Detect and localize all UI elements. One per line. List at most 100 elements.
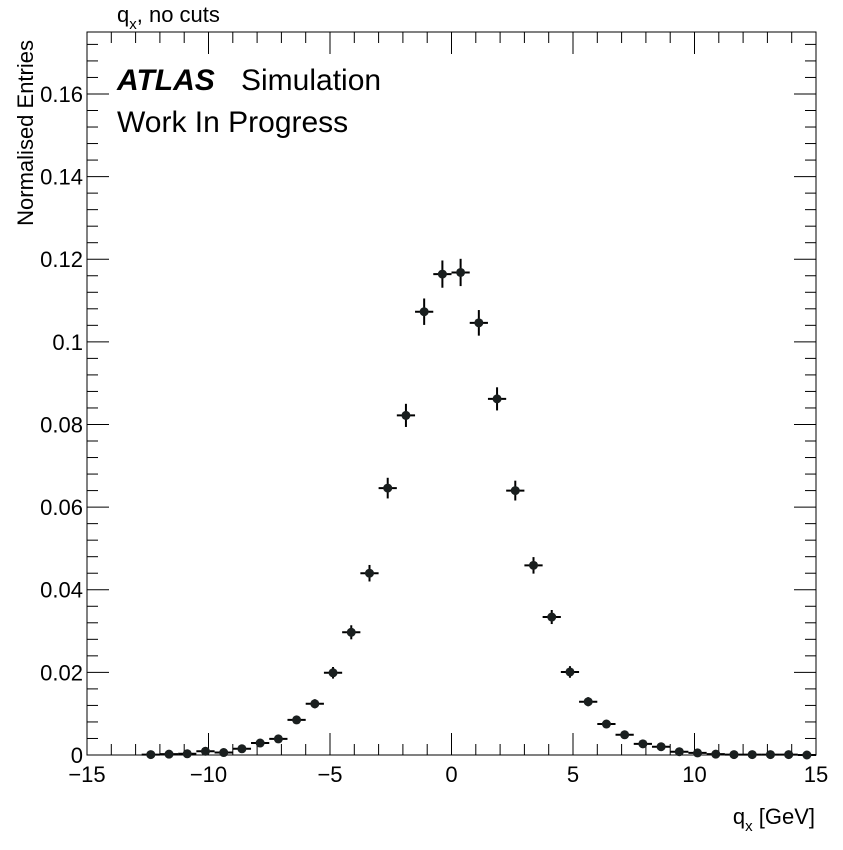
y-tick-label: 0.06	[40, 495, 83, 520]
y-tick-label: 0.08	[40, 412, 83, 437]
marker	[310, 699, 320, 709]
work-in-progress-label: Work In Progress	[117, 106, 348, 139]
marker	[364, 568, 374, 578]
marker	[237, 744, 247, 754]
marker	[255, 738, 265, 748]
y-tick-label: 0.02	[40, 660, 83, 685]
y-axis-title: Normalised Entries	[13, 40, 38, 226]
x-tick-label: 15	[804, 762, 828, 787]
data-point	[724, 750, 744, 760]
x-tick-label: 10	[682, 762, 706, 787]
data-point	[196, 746, 215, 756]
x-tick-label: −5	[317, 762, 342, 787]
marker	[638, 739, 648, 749]
x-tick-label: 5	[567, 762, 579, 787]
marker	[273, 734, 283, 744]
x-axis-title-subscript: x	[745, 818, 753, 835]
marker	[765, 750, 775, 760]
data-point	[706, 749, 725, 759]
plot-title-main: q	[117, 2, 129, 27]
marker	[601, 719, 611, 729]
marker	[510, 486, 520, 496]
marker	[693, 748, 703, 758]
plot-frame	[86, 31, 817, 756]
data-point	[159, 749, 179, 759]
data-point	[743, 750, 762, 760]
x-axis-title-rest: [GeV]	[753, 804, 815, 829]
marker	[383, 483, 393, 493]
data-point	[797, 750, 816, 760]
data-point	[597, 719, 616, 729]
marker	[784, 750, 794, 760]
marker	[747, 750, 757, 760]
y-tick-label: 0.14	[40, 165, 83, 190]
marker	[328, 668, 338, 678]
plot-title-subscript: x	[129, 16, 137, 33]
data-point	[487, 387, 507, 411]
axis-ticks	[86, 32, 817, 756]
data-point	[378, 477, 397, 499]
data-point	[688, 748, 707, 758]
data-point	[141, 750, 160, 760]
data-point	[360, 564, 379, 582]
marker	[419, 307, 429, 317]
marker	[711, 749, 721, 759]
atlas-simulation-label: Simulation	[241, 64, 381, 97]
data-point	[342, 625, 361, 640]
marker	[529, 560, 539, 570]
marker	[620, 730, 630, 740]
marker	[456, 267, 466, 277]
marker	[401, 410, 411, 420]
data-point	[415, 298, 434, 325]
y-tick-label: 0.1	[52, 330, 83, 355]
data-point	[433, 260, 452, 288]
x-axis-title: qx [GeV]	[733, 804, 815, 835]
data-point	[506, 480, 525, 501]
data-point	[633, 739, 652, 749]
marker	[437, 269, 447, 279]
data-point	[524, 557, 543, 574]
marker	[200, 746, 210, 756]
data-point	[542, 609, 561, 625]
data-point	[761, 750, 780, 760]
marker	[182, 749, 192, 759]
y-tick-label: 0.04	[40, 578, 83, 603]
data-point	[560, 666, 580, 678]
marker	[729, 750, 739, 760]
plot-title: qx, no cuts	[117, 2, 220, 33]
data-point	[287, 715, 306, 725]
data-point	[651, 742, 671, 752]
data-point	[396, 403, 416, 427]
marker	[802, 750, 812, 760]
data-point	[779, 750, 798, 760]
axis-tick-labels: −15 −10 −5 0 5 10 15 0 0.02 0.04 0.06 0.08 0.1 0.12 0.…	[40, 82, 828, 787]
data-point	[178, 749, 197, 759]
data-point	[305, 699, 324, 709]
marker	[492, 394, 502, 404]
atlas-label: ATLAS	[116, 64, 215, 97]
data-point	[232, 744, 252, 754]
marker	[219, 748, 229, 758]
data-point	[214, 748, 233, 758]
data-point	[251, 738, 270, 748]
plot-title-rest: , no cuts	[137, 2, 220, 27]
data-points	[141, 258, 816, 760]
y-tick-label: 0.12	[40, 247, 83, 272]
marker	[346, 627, 356, 637]
marker	[674, 747, 684, 757]
marker	[565, 667, 575, 677]
x-tick-label: −15	[68, 762, 105, 787]
data-point	[269, 734, 288, 744]
data-point	[579, 697, 598, 707]
x-axis-title-main: q	[733, 804, 745, 829]
x-tick-label: −10	[190, 762, 227, 787]
marker	[164, 749, 174, 759]
marker	[547, 612, 557, 622]
marker	[474, 318, 484, 328]
marker	[583, 697, 593, 707]
marker	[656, 742, 666, 752]
marker	[292, 715, 302, 725]
data-point	[615, 730, 634, 740]
marker	[146, 750, 156, 760]
